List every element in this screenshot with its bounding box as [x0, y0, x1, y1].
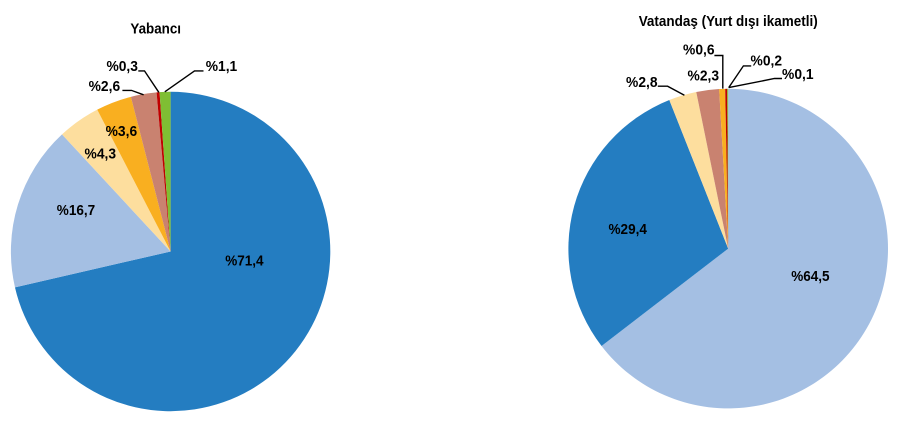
svg-text:%29,4: %29,4 — [609, 221, 648, 238]
svg-text:%4,3: %4,3 — [85, 145, 117, 162]
svg-text:Vatandaş (Yurt dışı ikametli): Vatandaş (Yurt dışı ikametli) — [639, 13, 818, 30]
svg-text:%0,6: %0,6 — [683, 42, 715, 59]
svg-text:%64,5: %64,5 — [791, 268, 829, 285]
svg-text:%3,6: %3,6 — [106, 123, 138, 140]
svg-text:%16,7: %16,7 — [57, 202, 95, 219]
svg-text:%2,3: %2,3 — [688, 67, 720, 84]
svg-text:%2,6: %2,6 — [89, 78, 121, 95]
svg-text:%0,1: %0,1 — [782, 66, 814, 83]
svg-text:%0,2: %0,2 — [751, 52, 783, 69]
svg-text:%2,8: %2,8 — [626, 74, 658, 91]
svg-text:%0,3: %0,3 — [106, 58, 138, 75]
svg-text:Yabancı: Yabancı — [130, 20, 181, 37]
svg-text:%71,4: %71,4 — [225, 252, 264, 269]
svg-text:%1,1: %1,1 — [206, 58, 238, 75]
